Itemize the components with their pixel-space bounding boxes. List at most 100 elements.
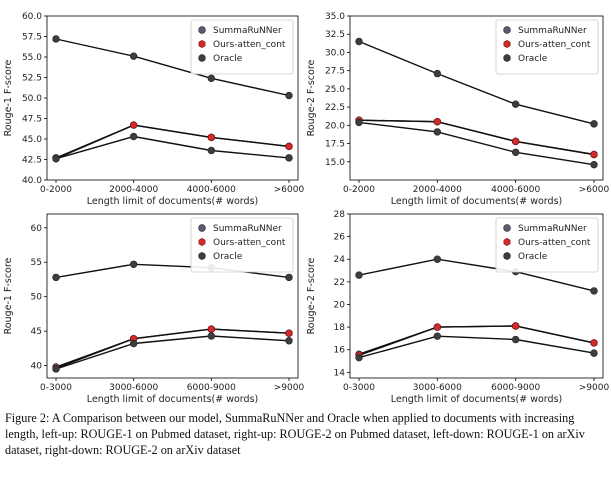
figure-caption: Figure 2: A Comparison between our model… <box>5 411 585 457</box>
x-tick-label: 0-2000 <box>40 185 72 195</box>
legend-marker <box>503 54 511 62</box>
legend: SummaRuNNer Ours-atten_cont Oracle <box>495 19 599 75</box>
legend-label: SummaRuNNer <box>213 224 282 234</box>
data-point <box>590 338 598 347</box>
x-tick-label: 0-3000 <box>40 383 72 393</box>
y-axis-title: Rouge-2 F-score <box>306 257 317 334</box>
series-line <box>55 124 290 159</box>
data-point <box>511 148 520 157</box>
x-tick-label: 4000-6000 <box>187 185 236 195</box>
y-tick-label: 40 <box>31 362 43 372</box>
data-point <box>52 154 60 163</box>
legend-label: Oracle <box>518 252 548 262</box>
series-4 <box>52 332 293 373</box>
y-axis-title: Rouge-2 F-score <box>306 59 317 136</box>
chart-panel-3: 40 45 50 55 60 0-3000 3000-6000 6000-9000 >9000 L… <box>3 213 304 405</box>
legend: SummaRuNNer Ours-atten_cont Oracle <box>190 217 294 273</box>
x-tick-label: 3000-6000 <box>413 383 462 393</box>
legend-box <box>495 19 599 75</box>
legend-label: Oracle <box>213 54 243 64</box>
x-tick-label: 6000-9000 <box>491 383 540 393</box>
y-tick-label: 18 <box>334 323 346 333</box>
y-tick-label: 17.5 <box>325 140 345 150</box>
series-1 <box>355 322 598 358</box>
data-point <box>511 100 520 108</box>
series-2 <box>355 116 598 159</box>
y-tick-label: 47.5 <box>22 115 42 125</box>
data-point <box>433 332 442 340</box>
legend-label: Ours-atten_cont <box>518 40 591 50</box>
x-axis-title: Length limit of documents(# words) <box>391 196 562 207</box>
data-point <box>285 91 293 100</box>
series-4 <box>52 132 293 163</box>
legend-marker <box>503 238 511 246</box>
series-4 <box>355 118 598 169</box>
data-point <box>355 118 363 127</box>
legend-marker <box>198 26 206 34</box>
y-tick-label: 28 <box>334 210 346 220</box>
x-axis-title: Length limit of documents(# words) <box>391 394 562 405</box>
data-point <box>207 146 216 155</box>
x-axis-title: Length limit of documents(# words) <box>87 394 258 405</box>
data-point <box>285 273 293 282</box>
legend: SummaRuNNer Ours-atten_cont Oracle <box>495 217 599 273</box>
data-point <box>207 133 215 142</box>
data-point <box>129 260 138 269</box>
data-point <box>130 121 138 130</box>
series-line <box>358 119 595 156</box>
series-line <box>55 38 290 97</box>
data-point <box>285 329 293 338</box>
y-tick-label: 32.5 <box>325 30 345 40</box>
data-point <box>511 335 520 344</box>
x-tick-label: 0-2000 <box>343 185 375 195</box>
data-point <box>355 353 363 362</box>
data-point <box>355 271 363 279</box>
series-line <box>358 325 595 357</box>
y-tick-label: 22.5 <box>325 103 345 113</box>
data-point <box>207 325 215 334</box>
legend-marker <box>503 224 511 232</box>
y-tick-label: 15.0 <box>325 158 345 168</box>
series-3 <box>355 37 598 128</box>
y-axis-title: Rouge-1 F-score <box>3 257 14 334</box>
data-point <box>285 142 293 151</box>
legend-marker <box>198 238 206 246</box>
data-point <box>433 117 441 126</box>
series-line <box>55 335 290 370</box>
data-point <box>52 273 60 282</box>
series-line <box>55 328 290 368</box>
legend-marker <box>198 40 206 48</box>
data-point <box>512 137 520 146</box>
legend-marker <box>503 40 511 48</box>
y-tick-label: 55.0 <box>22 53 42 63</box>
data-point <box>590 349 598 357</box>
data-point <box>512 322 520 330</box>
legend-marker <box>503 26 511 34</box>
data-point <box>129 339 138 348</box>
legend-label: SummaRuNNer <box>518 26 587 36</box>
y-tick-label: 26 <box>334 233 346 243</box>
y-tick-label: 50.0 <box>22 94 42 104</box>
x-tick-label: 4000-6000 <box>491 185 540 195</box>
series-line <box>55 328 290 370</box>
x-tick-label: 2000-4000 <box>109 185 158 195</box>
data-point <box>207 332 216 340</box>
data-point <box>433 128 442 136</box>
y-tick-label: 52.5 <box>22 74 42 84</box>
x-tick-label: 6000-9000 <box>187 383 236 393</box>
x-tick-label: >6000 <box>274 185 305 195</box>
y-tick-label: 55 <box>31 258 42 268</box>
y-tick-label: 20 <box>334 300 346 310</box>
data-point <box>129 52 138 60</box>
chart-panel-4: 14 16 18 20 22 24 26 28 0-3000 3000-6000 6000-9000… <box>306 210 609 405</box>
data-point <box>285 154 293 162</box>
legend-box <box>495 217 599 273</box>
plot-frame <box>46 213 299 379</box>
data-point <box>433 323 441 332</box>
y-tick-label: 45.0 <box>22 135 42 145</box>
series-line <box>55 124 290 160</box>
series-line <box>358 325 595 355</box>
series-line <box>55 135 290 160</box>
legend-label: Ours-atten_cont <box>518 238 591 248</box>
data-point <box>52 365 60 373</box>
